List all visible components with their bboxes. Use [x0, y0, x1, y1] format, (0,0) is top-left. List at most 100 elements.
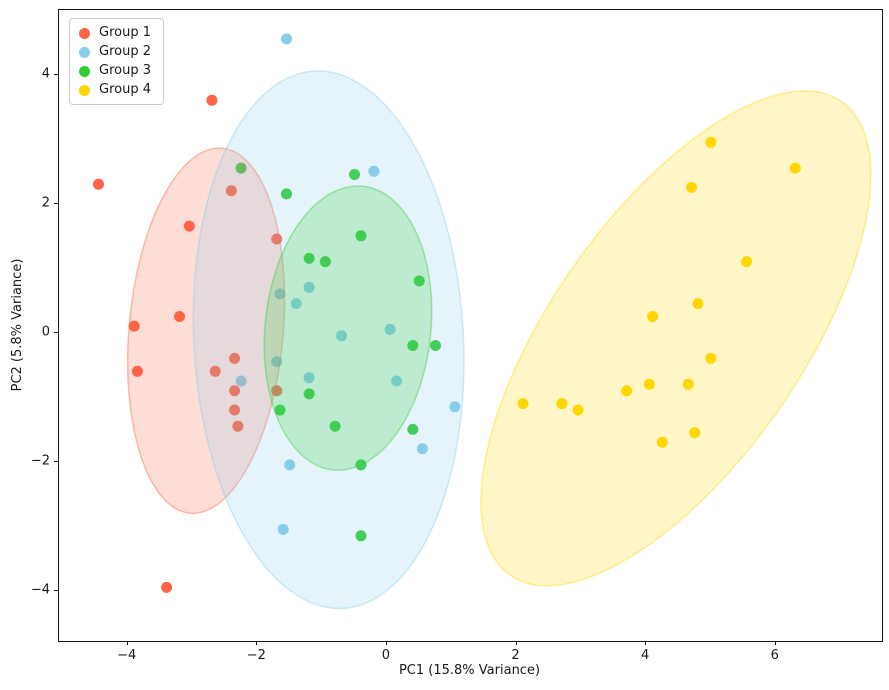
data-point-group-1 — [229, 385, 241, 397]
legend: Group 1 Group 2 Group 3 Group 4 — [69, 18, 164, 105]
data-point-group-4 — [556, 398, 568, 410]
legend-item-label: Group 2 — [99, 44, 151, 59]
x-tick-label: 6 — [770, 648, 779, 663]
legend-marker-icon — [79, 46, 90, 58]
y-tick-label: −2 — [30, 453, 50, 469]
y-tick-mark — [54, 589, 58, 591]
x-tick-mark — [515, 641, 517, 645]
data-point-group-4 — [705, 352, 717, 364]
data-point-group-3 — [319, 256, 331, 268]
x-tick-label: 4 — [640, 648, 650, 663]
data-point-group-1 — [161, 581, 173, 593]
data-point-group-4 — [517, 398, 529, 410]
y-tick-label: 2 — [41, 195, 50, 211]
x-tick-label: 0 — [381, 648, 391, 663]
data-point-group-3 — [355, 230, 367, 242]
data-point-group-1 — [271, 233, 283, 245]
data-point-group-1 — [183, 220, 195, 232]
confidence-ellipse-group-1 — [126, 147, 286, 515]
y-tick-mark — [54, 202, 58, 204]
data-point-group-1 — [229, 352, 241, 364]
legend-item-label: Group 3 — [99, 63, 151, 78]
plot-area: Group 1 Group 2 Group 3 Group 4 — [58, 9, 883, 642]
data-point-group-3 — [407, 340, 419, 351]
data-point-group-4 — [647, 311, 659, 322]
data-point-group-4 — [741, 256, 753, 268]
data-point-group-4 — [643, 378, 655, 390]
legend-item-label: Group 4 — [99, 82, 151, 97]
data-point-group-4 — [656, 436, 668, 448]
data-point-group-2 — [274, 288, 286, 300]
data-point-group-4 — [572, 404, 584, 416]
data-point-group-1 — [174, 311, 185, 322]
legend-marker-icon — [79, 27, 90, 39]
legend-item-group-4: Group 4 — [79, 83, 151, 97]
data-point-group-2 — [417, 443, 428, 455]
legend-marker-icon — [79, 65, 90, 77]
data-point-group-2 — [277, 523, 289, 535]
data-point-group-4 — [682, 378, 694, 390]
x-tick-mark — [385, 641, 387, 645]
data-point-group-1 — [128, 320, 140, 332]
legend-item-group-3: Group 3 — [79, 64, 151, 78]
data-point-group-1 — [209, 365, 221, 377]
data-point-group-4 — [689, 427, 701, 439]
x-tick-mark — [645, 641, 647, 645]
data-point-group-4 — [789, 162, 801, 174]
data-point-group-4 — [705, 136, 717, 148]
x-axis-label: PC1 (15.8% Variance) — [398, 663, 541, 678]
data-point-group-2 — [235, 375, 247, 387]
y-tick-mark — [54, 331, 58, 333]
legend-item-group-2: Group 2 — [79, 45, 151, 59]
data-point-group-4 — [686, 181, 697, 193]
x-tick-mark — [256, 641, 258, 645]
confidence-ellipse-group-3 — [263, 185, 433, 471]
data-point-group-3 — [413, 275, 425, 287]
data-point-group-3 — [355, 530, 367, 542]
data-point-group-2 — [391, 375, 403, 387]
data-point-group-3 — [407, 423, 419, 435]
data-point-group-1 — [93, 178, 104, 190]
data-point-group-3 — [303, 388, 315, 400]
legend-marker-icon — [79, 84, 90, 96]
data-point-group-1 — [232, 420, 244, 432]
y-tick-label: 4 — [41, 66, 50, 82]
data-point-group-1 — [271, 385, 283, 397]
plot-canvas — [93, 33, 872, 610]
data-point-group-2 — [449, 401, 461, 413]
data-point-group-3 — [303, 252, 315, 264]
data-point-group-2 — [384, 323, 396, 335]
data-point-group-2 — [368, 165, 380, 177]
y-tick-mark — [54, 73, 58, 75]
x-tick-label: 2 — [511, 648, 520, 663]
data-point-group-2 — [303, 281, 315, 293]
legend-item-label: Group 1 — [99, 25, 151, 40]
data-point-group-2 — [281, 33, 292, 45]
data-point-group-2 — [290, 298, 302, 310]
data-point-group-3 — [430, 340, 441, 351]
y-tick-mark — [54, 460, 58, 462]
data-point-group-1 — [131, 365, 143, 377]
data-point-group-2 — [303, 372, 315, 384]
data-point-group-3 — [349, 169, 360, 180]
data-point-group-1 — [229, 404, 241, 416]
data-point-group-3 — [235, 162, 247, 174]
data-point-group-2 — [271, 356, 283, 368]
data-point-group-1 — [225, 185, 237, 197]
data-point-group-1 — [206, 94, 218, 106]
data-point-group-3 — [329, 420, 341, 432]
data-point-group-2 — [336, 330, 347, 342]
data-point-group-3 — [281, 188, 292, 200]
data-point-group-4 — [692, 298, 704, 310]
x-tick-mark — [774, 641, 776, 645]
y-tick-label: −4 — [30, 582, 50, 598]
x-tick-label: −4 — [117, 648, 137, 663]
data-point-group-4 — [621, 385, 633, 397]
data-point-group-2 — [284, 459, 296, 471]
confidence-ellipse-group-2 — [192, 70, 465, 610]
legend-item-group-1: Group 1 — [79, 26, 151, 40]
data-point-group-3 — [274, 404, 286, 416]
x-tick-mark — [126, 641, 128, 645]
confidence-ellipse-group-4 — [480, 90, 872, 587]
